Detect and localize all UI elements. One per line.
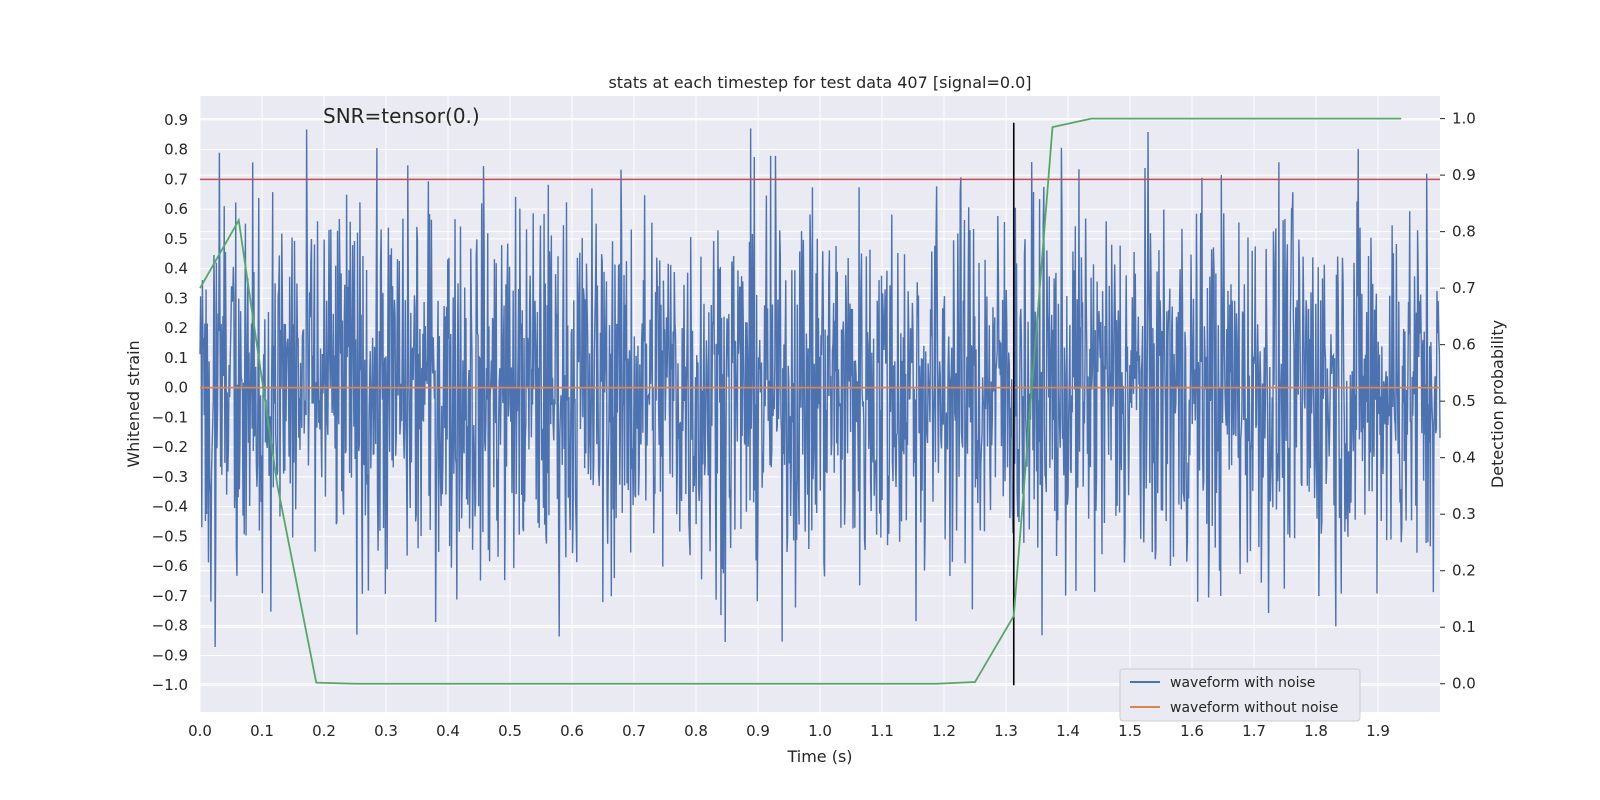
y2-tick-label: 0.0 bbox=[1452, 675, 1476, 693]
x-tick-label: 0.9 bbox=[746, 722, 770, 740]
x-tick-label: 0.4 bbox=[436, 722, 460, 740]
x-tick-label: 1.4 bbox=[1056, 722, 1080, 740]
y-tick-label: −0.2 bbox=[152, 438, 188, 456]
y2-tick-label: 0.4 bbox=[1452, 449, 1476, 467]
y-axis-label: Whitened strain bbox=[124, 340, 143, 467]
x-tick-label: 0.6 bbox=[560, 722, 584, 740]
y-tick-label: 0.2 bbox=[164, 319, 188, 337]
legend-label-clean: waveform without noise bbox=[1170, 700, 1338, 716]
x-tick-label: 1.3 bbox=[994, 722, 1018, 740]
y-tick-label: −0.7 bbox=[152, 587, 188, 605]
y-tick-label: −1.0 bbox=[152, 676, 188, 694]
y2-tick-label: 0.3 bbox=[1452, 505, 1476, 523]
x-axis-label: Time (s) bbox=[786, 747, 852, 766]
x-tick-label: 1.6 bbox=[1180, 722, 1204, 740]
plot-area bbox=[199, 117, 1441, 686]
x-tick-label: 0.1 bbox=[250, 722, 274, 740]
y-tick-label: 0.0 bbox=[164, 379, 188, 397]
y2-tick-label: 0.1 bbox=[1452, 618, 1476, 636]
y-tick-label: 0.7 bbox=[164, 170, 188, 188]
y-tick-label: 0.1 bbox=[164, 349, 188, 367]
y-tick-label: 0.6 bbox=[164, 200, 188, 218]
y-tick-label: 0.5 bbox=[164, 230, 188, 248]
probability-line bbox=[199, 117, 1402, 685]
y-tick-label: −0.3 bbox=[152, 468, 188, 486]
y-tick-label: −0.5 bbox=[152, 527, 188, 545]
x-tick-label: 0.8 bbox=[684, 722, 708, 740]
chart-title: stats at each timestep for test data 407… bbox=[608, 73, 1031, 92]
legend-box bbox=[1119, 668, 1361, 722]
x-tick-label: 1.5 bbox=[1118, 722, 1142, 740]
snr-annotation: SNR=tensor(0.) bbox=[323, 104, 480, 128]
x-tick-label: 1.8 bbox=[1304, 722, 1328, 740]
ticks: 0.0 0.1 0.2 0.3 0.4 0.5 0.6 0.7 0.8 0.9 1.0 1.1 1.2 1… bbox=[152, 110, 1476, 740]
y-tick-label: −0.4 bbox=[152, 498, 188, 516]
legend-label-noisy: waveform with noise bbox=[1170, 675, 1315, 691]
x-tick-label: 1.7 bbox=[1242, 722, 1266, 740]
y-tick-label: −0.1 bbox=[152, 408, 188, 426]
y-tick-label: 0.8 bbox=[164, 141, 188, 159]
y2-tick-label: 1.0 bbox=[1452, 110, 1476, 128]
noisy-waveform-line bbox=[199, 128, 1441, 648]
x-tick-label: 0.0 bbox=[188, 722, 212, 740]
y2-tick-label: 0.5 bbox=[1452, 392, 1476, 410]
y-tick-label: 0.9 bbox=[164, 111, 188, 129]
y-tick-label: −0.6 bbox=[152, 557, 188, 575]
x-tick-label: 0.7 bbox=[622, 722, 646, 740]
x-tick-label: 1.1 bbox=[870, 722, 894, 740]
x-tick-label: 1.2 bbox=[932, 722, 956, 740]
y2-tick-label: 0.7 bbox=[1452, 279, 1476, 297]
y-tick-label: −0.9 bbox=[152, 646, 188, 664]
y2-tick-label: 0.2 bbox=[1452, 562, 1476, 580]
y2-tick-label: 0.9 bbox=[1452, 166, 1476, 184]
y-tick-label: 0.3 bbox=[164, 289, 188, 307]
y2-tick-label: 0.6 bbox=[1452, 336, 1476, 354]
y2-axis-label: Detection probability bbox=[1488, 320, 1507, 488]
y-tick-label: 0.4 bbox=[164, 260, 188, 278]
x-tick-label: 1.0 bbox=[808, 722, 832, 740]
x-tick-label: 0.2 bbox=[312, 722, 336, 740]
y2-tick-label: 0.8 bbox=[1452, 223, 1476, 241]
x-tick-label: 0.3 bbox=[374, 722, 398, 740]
legend: waveform with noise waveform without noi… bbox=[1119, 668, 1361, 722]
x-tick-label: 1.9 bbox=[1366, 722, 1390, 740]
y-tick-label: −0.8 bbox=[152, 617, 188, 635]
x-tick-label: 0.5 bbox=[498, 722, 522, 740]
